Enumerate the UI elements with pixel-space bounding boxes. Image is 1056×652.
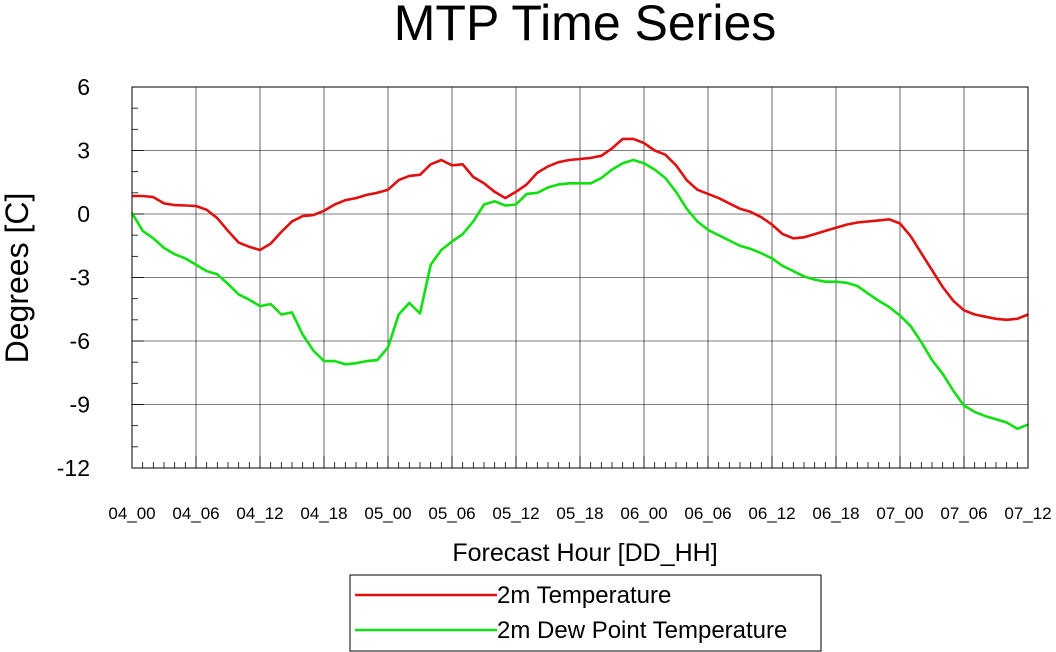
y-tick-label: 6 [77, 74, 90, 100]
y-tick-label: 3 [77, 138, 90, 164]
x-tick-label: 04_12 [236, 504, 283, 523]
x-tick-label: 07_00 [876, 504, 923, 523]
y-tick-label: -3 [70, 265, 90, 291]
x-tick-label: 04_18 [300, 504, 347, 523]
y-tick-label: -9 [70, 392, 90, 418]
x-axis-label: Forecast Hour [DD_HH] [452, 539, 717, 567]
y-axis: -12 -9 -6 -3 0 3 6 [57, 74, 90, 481]
series-lines [130, 137, 1029, 431]
series-line-2m-temperature [132, 137, 1029, 322]
plot-frame [131, 86, 1029, 469]
x-tick-label: 07_12 [1004, 504, 1051, 523]
x-tick-label: 05_00 [364, 504, 411, 523]
x-tick-label: 05_06 [428, 504, 475, 523]
legend-label-dewpoint: 2m Dew Point Temperature [497, 617, 787, 644]
y-tick-label: 0 [77, 201, 90, 227]
x-axis: 04_00 04_06 04_12 04_18 05_00 05_06 05_12 05_18… [108, 504, 1051, 523]
chart-title: MTP Time Series [394, 0, 777, 51]
series-line-2m-dew-point [130, 158, 1029, 431]
legend-label-temperature: 2m Temperature [497, 582, 671, 609]
x-tick-label: 06_06 [684, 504, 731, 523]
x-tick-label: 04_06 [172, 504, 219, 523]
y-tick-label: -12 [57, 455, 90, 481]
y-tick-label: -6 [70, 328, 90, 354]
y-axis-label: Degrees [C] [0, 193, 35, 364]
legend: 2m Temperature 2m Dew Point Temperature [349, 574, 822, 652]
x-tick-label: 07_06 [940, 504, 987, 523]
grid-lines [132, 87, 1028, 468]
x-tick-label: 06_12 [748, 504, 795, 523]
x-tick-label: 04_00 [108, 504, 155, 523]
x-tick-label: 05_12 [492, 504, 539, 523]
x-tick-label: 06_00 [620, 504, 667, 523]
x-tick-label: 06_18 [812, 504, 859, 523]
legend-box [349, 574, 822, 652]
x-tick-label: 05_18 [556, 504, 603, 523]
